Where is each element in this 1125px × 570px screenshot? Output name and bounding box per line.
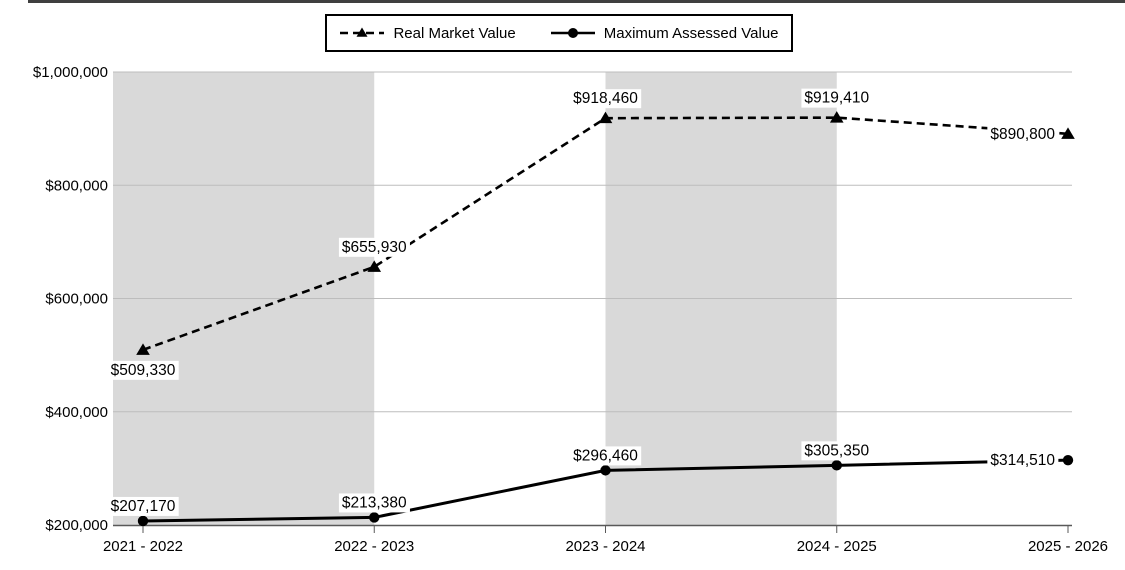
- data-label-background: [987, 451, 1059, 471]
- marker-maximum-assessed-value: [369, 512, 380, 523]
- x-axis-label: 2023 - 2024: [565, 538, 645, 555]
- marker-maximum-assessed-value: [831, 460, 842, 471]
- data-label-background: [987, 124, 1059, 144]
- marker-real-market-value: [136, 343, 150, 355]
- y-axis-label: $200,000: [45, 517, 108, 534]
- data-label: $509,330: [111, 362, 176, 379]
- y-axis-label: $600,000: [45, 291, 108, 308]
- data-label-background: [107, 496, 179, 516]
- data-label: $305,350: [804, 442, 869, 459]
- data-label-background: [107, 360, 179, 380]
- data-label-background: [570, 89, 642, 109]
- data-label-background: [801, 88, 873, 108]
- marker-maximum-assessed-value: [137, 515, 149, 527]
- marker-real-market-value: [598, 111, 613, 124]
- x-axis-label: 2021 - 2022: [103, 538, 183, 555]
- legend-item-real-market-value: Real Market Value: [339, 24, 516, 42]
- chart-legend: Real Market Value Maximum Assessed Value: [325, 14, 793, 52]
- data-label: $655,930: [342, 239, 407, 256]
- data-label: $918,460: [573, 90, 638, 107]
- data-label-background: [338, 237, 410, 257]
- y-axis-label: $800,000: [45, 177, 108, 194]
- marker-real-market-value: [367, 260, 382, 272]
- y-axis-label: $1,000,000: [33, 64, 108, 81]
- marker-real-market-value: [829, 111, 844, 123]
- legend-label-maximum-assessed-value: Maximum Assessed Value: [603, 24, 779, 42]
- x-axis-label: 2024 - 2025: [797, 538, 877, 555]
- data-label: $890,800: [990, 126, 1055, 143]
- marker-maximum-assessed-value: [600, 465, 611, 476]
- marker-maximum-assessed-value: [1062, 454, 1074, 466]
- data-label: $213,380: [342, 494, 407, 511]
- data-label: $919,410: [804, 90, 869, 107]
- marker-real-market-value: [1061, 127, 1075, 139]
- x-axis-label: 2022 - 2023: [334, 538, 414, 555]
- legend-item-maximum-assessed-value: Maximum Assessed Value: [550, 25, 779, 42]
- data-label-background: [570, 446, 642, 466]
- data-label: $296,460: [573, 447, 638, 464]
- data-label: $207,170: [111, 498, 176, 515]
- solid-line-circle-marker-icon: [550, 28, 595, 38]
- y-axis-label: $400,000: [45, 404, 108, 421]
- legend-label-real-market-value: Real Market Value: [393, 24, 516, 42]
- x-axis-label: 2025 - 2026: [1028, 538, 1108, 555]
- data-label: $314,510: [990, 452, 1055, 469]
- data-label-background: [801, 441, 873, 461]
- data-label-background: [338, 493, 410, 513]
- dashed-line-triangle-marker-icon: [340, 27, 385, 37]
- top-border-line: [28, 0, 1125, 3]
